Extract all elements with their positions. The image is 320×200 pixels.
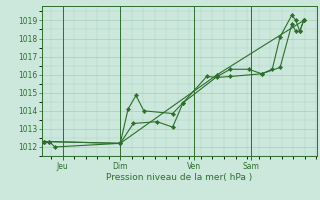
X-axis label: Pression niveau de la mer( hPa ): Pression niveau de la mer( hPa ): [106, 173, 252, 182]
